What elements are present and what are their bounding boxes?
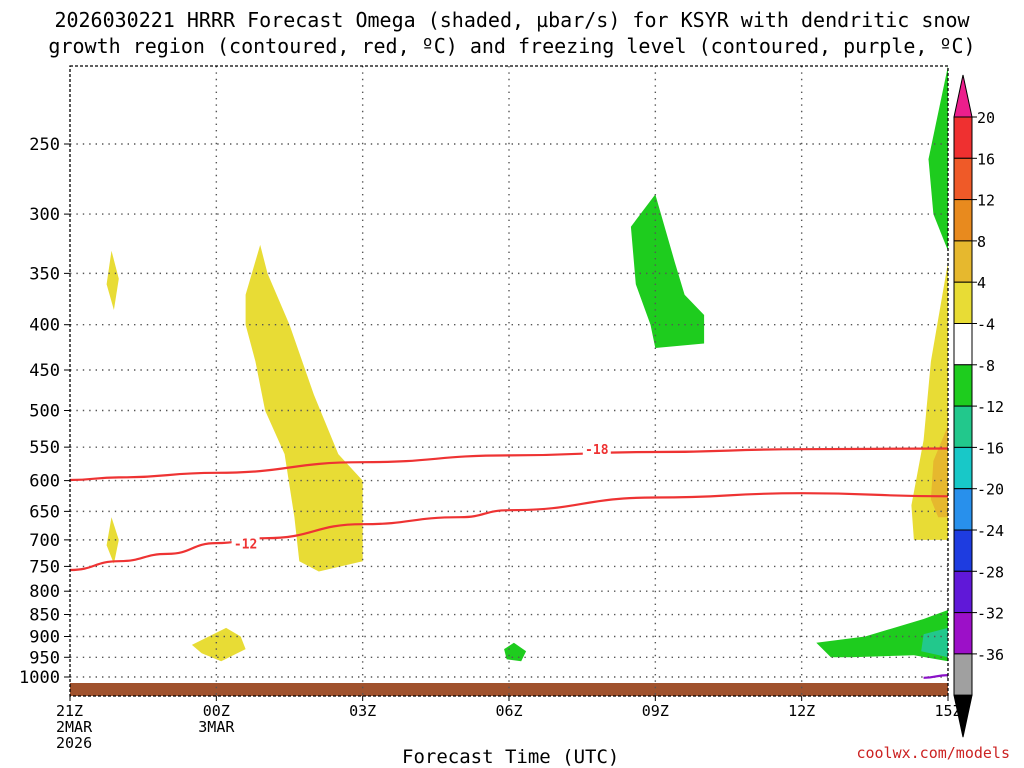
x-tick-label: 2026 [56,734,92,752]
colorbar-swatch [953,529,973,572]
y-tick-label: 1000 [19,668,60,688]
colorbar-swatch [953,570,973,614]
omega-region [191,627,246,662]
contour-label: -12 [234,538,257,553]
colorbar-swatch [953,281,973,325]
colorbar-swatch [953,240,973,283]
omega-region [504,642,527,662]
colorbar: 20 16 12 8 4 -4 -8 -12 -16 -20 -24 -28 -32 -36 [953,74,1004,738]
y-tick-label: 500 [29,402,60,422]
colorbar-label: -4 [977,316,995,334]
y-tick-label: 350 [29,264,60,284]
y-tick-label: 400 [29,316,60,336]
colorbar-label: 20 [977,109,995,127]
contour-label: -18 [585,443,609,458]
omega-shading-layer [106,66,948,662]
x-tick-label: 00Z [203,702,230,720]
colorbar-swatch [953,157,973,201]
colorbar-swatch [953,323,973,366]
x-tick-label: 09Z [642,702,669,720]
x-tick-label: 2MAR [56,718,93,736]
contour-label-bg [231,535,260,552]
contour-layer: -18 -12 [70,441,948,679]
colorbar-label: -8 [977,357,995,375]
contour-line [70,492,948,572]
y-tick-label: 450 [29,361,60,381]
colorbar-swatch [953,116,973,159]
site-credit[interactable]: coolwx.com/models [856,744,1010,762]
colorbar-label: -32 [977,605,1004,623]
colorbar-swatch [953,653,973,696]
omega-region [106,250,119,310]
y-tick-label: 600 [29,472,60,492]
omega-region [816,610,948,662]
colorbar-swatch [953,612,973,655]
y-tick-label: 850 [29,606,60,626]
colorbar-swatch [953,199,973,242]
colorbar-top-arrow [953,74,973,118]
x-tick-label: 03Z [349,702,376,720]
colorbar-label: -28 [977,563,1004,581]
x-tick-label: 15Z [934,702,961,720]
colorbar-label: -12 [977,398,1004,416]
contour-line [923,674,948,679]
colorbar-label: -24 [977,522,1004,540]
omega-region [245,244,363,572]
x-tick-label: 21Z [56,702,83,720]
chart-title-line-2: growth region (contoured, red, ºC) and f… [48,34,976,58]
ground-strip [70,683,948,696]
omega-region [630,194,705,348]
colorbar-swatch [953,405,973,448]
colorbar-label: 8 [977,233,986,251]
y-tick-label: 700 [29,531,60,551]
colorbar-bottom-arrow [953,694,973,738]
colorbar-label: -20 [977,481,1004,499]
ground-layer [70,683,948,696]
contour-label-bg [582,441,611,458]
y-tick-label: 250 [29,135,60,155]
y-tick-label: 550 [29,438,60,458]
omega-region [928,66,948,251]
colorbar-swatch [953,364,973,407]
x-tick-label: 06Z [495,702,522,720]
contour-line [70,447,948,482]
y-tick-label: 750 [29,557,60,577]
colorbar-swatch [953,488,973,531]
y-tick-label: 650 [29,502,60,522]
y-axis: 2503003504004505005506006507007508008509… [19,135,70,688]
omega-region [106,517,119,564]
chart-title-line-1: 2026030221 HRRR Forecast Omega (shaded, … [54,8,970,32]
colorbar-swatch [953,446,973,490]
y-tick-label: 800 [29,582,60,602]
x-axis-title: Forecast Time (UTC) [402,746,620,768]
colorbar-label: 4 [977,274,986,292]
colorbar-label: -36 [977,646,1004,664]
omega-region [921,627,948,658]
y-tick-label: 950 [29,648,60,668]
colorbar-label: 12 [977,192,995,210]
y-tick-label: 300 [29,205,60,225]
y-tick-label: 900 [29,627,60,647]
x-tick-label: 12Z [788,702,815,720]
grid-layer [70,66,948,696]
colorbar-label: 16 [977,150,995,168]
x-tick-label: 3MAR [198,718,235,736]
colorbar-label: -16 [977,439,1004,457]
